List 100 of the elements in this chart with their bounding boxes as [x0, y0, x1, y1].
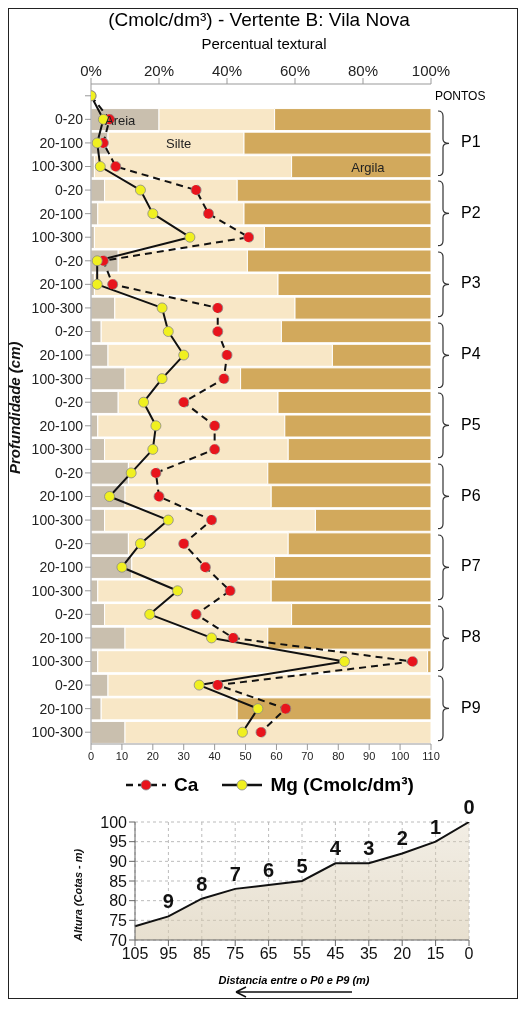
point — [156, 302, 168, 314]
y-tick-label: 75 — [109, 912, 128, 930]
point — [91, 255, 103, 267]
y-tick-label: 100-300 — [31, 370, 84, 387]
annotation: 0 — [463, 796, 475, 818]
annotation: 2 — [396, 827, 408, 850]
point — [218, 373, 230, 385]
x-tick-label: 45 — [326, 945, 345, 963]
y-axis-title: Altura (Cotas - m) — [71, 848, 84, 942]
annotation: 3 — [363, 837, 375, 860]
x2-tick-label: 100% — [411, 62, 451, 79]
point — [212, 679, 224, 691]
point — [178, 349, 190, 361]
y-tick-label: 0-20 — [54, 182, 84, 199]
point — [209, 443, 221, 455]
y-tick-label: 20-100 — [39, 276, 84, 293]
y-tick-label: 100 — [100, 813, 128, 831]
x2-tick-label: 20% — [143, 62, 175, 79]
y-tick-label: 90 — [109, 853, 128, 871]
point — [147, 208, 159, 220]
point — [212, 326, 224, 337]
x-tick-label: 85 — [192, 945, 211, 963]
y-tick-label: 100-300 — [31, 653, 84, 670]
point — [280, 703, 292, 715]
point — [407, 656, 418, 667]
text: P8 — [461, 627, 481, 646]
y-tick-label: 0-20 — [54, 323, 84, 340]
text: P7 — [461, 557, 481, 576]
x-tick-label: 80 — [332, 749, 345, 762]
text: PONTOS — [435, 88, 486, 103]
legend-label: Ca — [174, 774, 199, 796]
point — [227, 632, 239, 644]
point — [203, 208, 214, 220]
point — [156, 373, 168, 385]
text: P5 — [461, 415, 481, 434]
point — [172, 585, 183, 597]
point — [150, 420, 162, 432]
y-tick-label: 100-300 — [31, 582, 84, 599]
x-tick-label: 15 — [426, 945, 445, 963]
point — [221, 349, 233, 361]
text: P3 — [461, 274, 481, 293]
text: P9 — [461, 698, 481, 717]
x2-tick-label: 0% — [80, 62, 102, 79]
y-tick-label: 0-20 — [54, 606, 84, 623]
x-tick-label: 55 — [293, 945, 311, 963]
y-tick-label: 0-20 — [54, 677, 84, 694]
x2-axis-title: Percentual textural — [200, 35, 328, 52]
x-tick-label: 100 — [390, 749, 410, 762]
annotation: 7 — [229, 862, 241, 885]
text: P6 — [461, 486, 481, 505]
x-tick-label: 105 — [121, 945, 149, 963]
point — [339, 656, 350, 667]
point — [91, 278, 103, 290]
y-tick-label: 80 — [109, 892, 128, 910]
y-tick-label: 0-20 — [54, 464, 84, 481]
y-tick-label: 100-300 — [31, 229, 84, 246]
point — [110, 161, 122, 172]
x-tick-label: 75 — [226, 945, 245, 963]
x-tick-label: 20 — [393, 945, 412, 963]
x2-tick-label: 40% — [211, 62, 243, 79]
point — [193, 679, 205, 691]
point — [209, 420, 221, 432]
point — [138, 396, 149, 408]
point — [135, 538, 146, 550]
point — [255, 726, 267, 738]
x-tick-label: 30 — [177, 749, 190, 762]
chart-title: (Cmolc/dm³) - Vertente B: Vila Nova — [107, 9, 411, 31]
annotation: 9 — [162, 890, 174, 913]
annotation: 6 — [263, 858, 275, 881]
point — [224, 585, 236, 597]
legend-label: Mg (Cmolc/dm³) — [270, 774, 414, 796]
point — [162, 326, 174, 337]
point — [178, 396, 190, 408]
y-tick-label: 0-20 — [54, 535, 84, 552]
point — [94, 161, 106, 172]
y-tick-label: 100-300 — [31, 724, 84, 741]
x-tick-label: 35 — [359, 945, 378, 963]
y-tick-label: 20-100 — [39, 417, 84, 434]
point — [190, 608, 202, 620]
y-tick-label: 20-100 — [39, 347, 84, 364]
y-tick-label: 0-20 — [54, 111, 84, 128]
point — [252, 703, 264, 715]
point — [184, 231, 196, 243]
series-label: Argila — [351, 159, 386, 175]
point — [199, 561, 211, 573]
x2-tick-label: 80% — [347, 62, 379, 79]
x-tick-label: 110 — [422, 749, 440, 762]
point — [243, 231, 255, 243]
point — [162, 514, 174, 526]
y-tick-label: 100-300 — [31, 158, 84, 175]
x-axis-title: Distancia entre o P0 e P9 (m) — [217, 974, 371, 986]
x-tick-label: 40 — [208, 749, 221, 762]
x-tick-label: 65 — [259, 945, 278, 963]
text: P2 — [461, 203, 481, 222]
y-tick-label: 85 — [109, 872, 128, 890]
x-tick-label: 70 — [301, 749, 314, 762]
point — [150, 467, 162, 479]
text: P1 — [461, 132, 481, 151]
text: P4 — [461, 345, 481, 364]
point — [153, 491, 165, 502]
